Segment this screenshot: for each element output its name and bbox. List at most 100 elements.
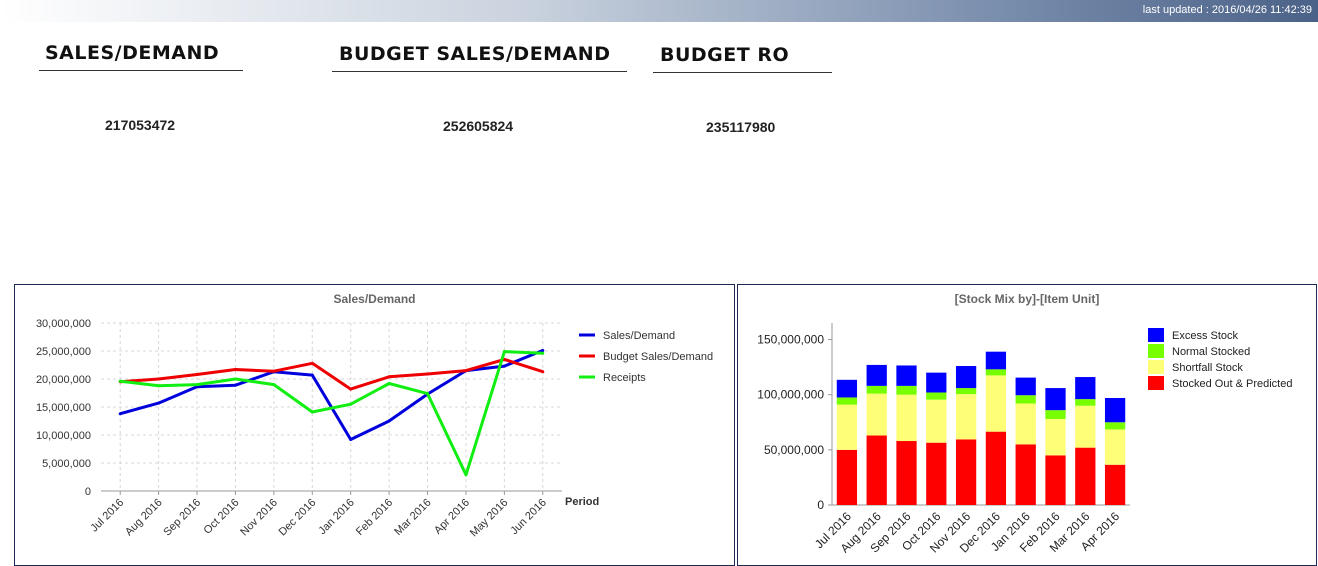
data-point bbox=[310, 373, 314, 377]
kpi-title-budget-sales-demand: BUDGET SALES/DEMAND bbox=[332, 43, 627, 72]
x-tick-label: May 2016 bbox=[468, 497, 511, 540]
bar-segment bbox=[1104, 422, 1126, 430]
kpi-value-budget-sales-demand: 252605824 bbox=[443, 118, 514, 134]
data-point bbox=[541, 348, 545, 352]
bar-segment bbox=[1075, 377, 1096, 400]
data-point bbox=[195, 383, 199, 387]
top-banner: last updated : 2016/04/26 11:42:39 bbox=[0, 0, 1318, 22]
bar-segment bbox=[866, 393, 887, 436]
line-series bbox=[120, 357, 544, 391]
data-point bbox=[464, 473, 468, 477]
data-point bbox=[387, 375, 391, 379]
bar-segment bbox=[866, 364, 887, 386]
data-point bbox=[349, 437, 353, 441]
x-tick-label: Nov 2016 bbox=[238, 497, 280, 539]
y-tick-label: 20,000,000 bbox=[36, 374, 91, 386]
bar-segment bbox=[955, 388, 977, 395]
legend-label: Receipts bbox=[603, 372, 646, 384]
bar-segment bbox=[1104, 398, 1126, 423]
bar-segment bbox=[1045, 410, 1066, 419]
y-tick-label: 0 bbox=[817, 498, 824, 512]
x-tick-label: Aug 2016 bbox=[123, 497, 165, 539]
data-point bbox=[387, 381, 391, 385]
bar-segment bbox=[1104, 429, 1126, 465]
bar-segment bbox=[836, 397, 858, 405]
bar-segment bbox=[866, 385, 887, 394]
legend-swatch bbox=[1148, 344, 1164, 358]
bar-segment bbox=[985, 375, 1007, 432]
data-point bbox=[272, 383, 276, 387]
bar-segment bbox=[896, 365, 917, 386]
bar-segment bbox=[955, 366, 977, 389]
bar-segment bbox=[926, 392, 947, 400]
bar-segment bbox=[926, 372, 947, 393]
y-tick-label: 0 bbox=[85, 486, 91, 498]
data-point bbox=[157, 384, 161, 388]
bar-chart-title: [Stock Mix by]-[Item Unit] bbox=[954, 292, 1100, 306]
line-series bbox=[120, 350, 543, 477]
bar-segment bbox=[1075, 447, 1096, 505]
data-point bbox=[233, 367, 237, 371]
bar-segment bbox=[985, 369, 1007, 376]
bar-segment bbox=[985, 431, 1007, 505]
kpi-value-budget-ro: 235117980 bbox=[706, 119, 776, 135]
data-point bbox=[426, 392, 430, 396]
legend-swatch bbox=[1148, 328, 1164, 342]
data-point bbox=[464, 369, 468, 373]
bar-segment bbox=[1015, 403, 1036, 445]
x-tick-label: Feb 2016 bbox=[354, 497, 395, 538]
y-tick-label: 10,000,000 bbox=[36, 430, 91, 442]
bar-segment bbox=[896, 385, 917, 395]
data-point bbox=[310, 361, 314, 365]
last-updated-text: last updated : 2016/04/26 11:42:39 bbox=[1142, 4, 1312, 16]
y-tick-label: 50,000,000 bbox=[764, 443, 824, 457]
y-tick-label: 100,000,000 bbox=[757, 388, 824, 402]
x-tick-label: Dec 2016 bbox=[277, 497, 319, 539]
y-tick-label: 30,000,000 bbox=[36, 318, 91, 330]
line-chart-title: Sales/Demand bbox=[333, 292, 416, 306]
kpi-value-sales-demand: 217053472 bbox=[105, 117, 176, 133]
x-tick-label: Oct 2016 bbox=[202, 497, 242, 537]
data-point bbox=[541, 370, 545, 374]
line-series bbox=[119, 349, 544, 441]
data-point bbox=[118, 379, 122, 383]
bar-segment bbox=[926, 399, 947, 443]
data-point bbox=[157, 401, 161, 405]
data-point bbox=[426, 372, 430, 376]
legend-label: Stocked Out & Predicted bbox=[1172, 378, 1292, 390]
y-tick-label: 150,000,000 bbox=[757, 333, 824, 347]
x-tick-label: Jun 2016 bbox=[508, 497, 548, 537]
data-point bbox=[387, 419, 391, 423]
data-point bbox=[195, 373, 199, 377]
data-point bbox=[541, 351, 545, 355]
bar-segment bbox=[1075, 405, 1096, 448]
bar-segment bbox=[1045, 455, 1066, 505]
bar-segment bbox=[955, 439, 977, 505]
legend-swatch bbox=[1148, 360, 1164, 374]
data-point bbox=[502, 350, 506, 354]
legend-label: Shortfall Stock bbox=[1172, 362, 1243, 374]
y-tick-label: 25,000,000 bbox=[36, 346, 91, 358]
data-point bbox=[502, 364, 506, 368]
bar-segment bbox=[1075, 399, 1096, 406]
legend-label: Budget Sales/Demand bbox=[603, 351, 713, 363]
bar-segment bbox=[1015, 377, 1036, 396]
bar-segment bbox=[1015, 444, 1036, 505]
bar-segment bbox=[896, 441, 917, 505]
bar-segment bbox=[866, 435, 887, 505]
bar-segment bbox=[1104, 464, 1126, 505]
y-tick-label: 5,000,000 bbox=[42, 458, 91, 470]
x-axis-label: Period bbox=[565, 496, 599, 508]
x-tick-label: Jan 2016 bbox=[316, 497, 356, 537]
legend-label: Excess Stock bbox=[1172, 330, 1239, 342]
kpi-title-budget-ro: BUDGET RO bbox=[653, 44, 832, 73]
data-point bbox=[349, 387, 353, 391]
data-point bbox=[310, 410, 314, 414]
data-point bbox=[233, 377, 237, 381]
stock-mix-chart-panel: [Stock Mix by]-[Item Unit] 0 50,000,000 10… bbox=[737, 284, 1317, 566]
data-point bbox=[349, 402, 353, 406]
bar-segment bbox=[1045, 418, 1066, 456]
kpi-title-sales-demand: SALES/DEMAND bbox=[39, 42, 243, 71]
legend-label: Sales/Demand bbox=[603, 330, 675, 342]
